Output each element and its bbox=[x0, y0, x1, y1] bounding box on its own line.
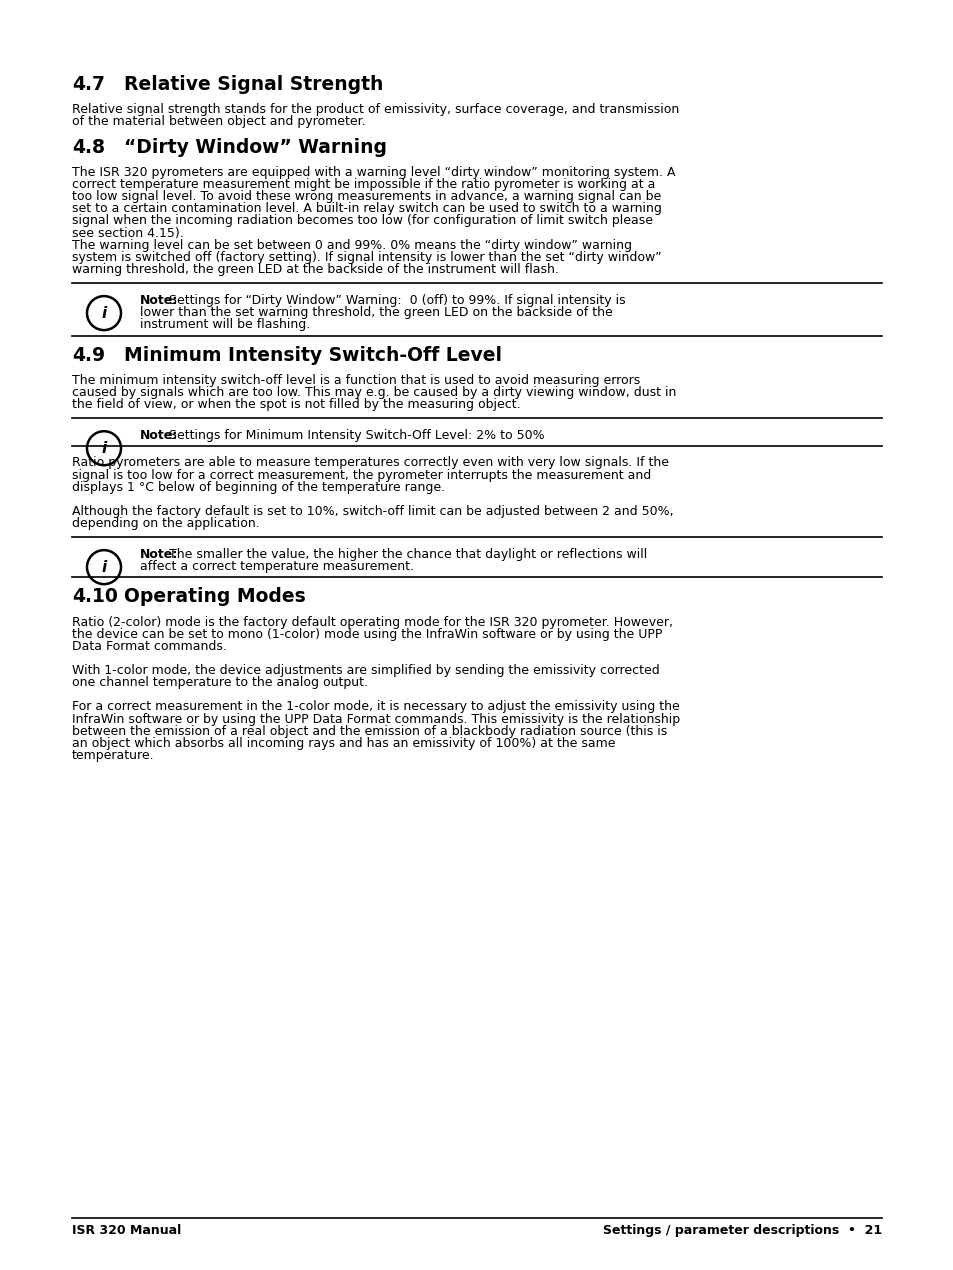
Text: temperature.: temperature. bbox=[71, 749, 154, 762]
Text: Note:: Note: bbox=[140, 295, 178, 307]
Text: caused by signals which are too low. This may e.g. be caused by a dirty viewing : caused by signals which are too low. Thi… bbox=[71, 386, 676, 399]
Text: i: i bbox=[101, 306, 107, 320]
Text: signal when the incoming radiation becomes too low (for configuration of limit s: signal when the incoming radiation becom… bbox=[71, 215, 652, 227]
Text: an object which absorbs all incoming rays and has an emissivity of 100%) at the : an object which absorbs all incoming ray… bbox=[71, 737, 615, 749]
Text: i: i bbox=[101, 441, 107, 456]
Text: Relative Signal Strength: Relative Signal Strength bbox=[124, 75, 383, 94]
Text: instrument will be flashing.: instrument will be flashing. bbox=[140, 319, 310, 331]
Text: Operating Modes: Operating Modes bbox=[124, 588, 305, 606]
Text: Ratio pyrometers are able to measure temperatures correctly even with very low s: Ratio pyrometers are able to measure tem… bbox=[71, 456, 668, 470]
Text: 4.8: 4.8 bbox=[71, 137, 105, 156]
Text: warning threshold, the green LED at the backside of the instrument will flash.: warning threshold, the green LED at the … bbox=[71, 263, 558, 276]
Text: Settings for Minimum Intensity Switch-Off Level: 2% to 50%: Settings for Minimum Intensity Switch-Of… bbox=[165, 429, 544, 442]
Text: The warning level can be set between 0 and 99%. 0% means the “dirty window” warn: The warning level can be set between 0 a… bbox=[71, 239, 631, 251]
Text: between the emission of a real object and the emission of a blackbody radiation : between the emission of a real object an… bbox=[71, 725, 666, 738]
Text: The ISR 320 pyrometers are equipped with a warning level “dirty window” monitori: The ISR 320 pyrometers are equipped with… bbox=[71, 166, 675, 179]
Text: depending on the application.: depending on the application. bbox=[71, 517, 259, 530]
Text: Data Format commands.: Data Format commands. bbox=[71, 640, 227, 653]
Text: With 1-color mode, the device adjustments are simplified by sending the emissivi: With 1-color mode, the device adjustment… bbox=[71, 664, 659, 677]
Text: For a correct measurement in the 1-color mode, it is necessary to adjust the emi: For a correct measurement in the 1-color… bbox=[71, 700, 679, 714]
Text: Minimum Intensity Switch-Off Level: Minimum Intensity Switch-Off Level bbox=[124, 345, 501, 364]
Text: The minimum intensity switch-off level is a function that is used to avoid measu: The minimum intensity switch-off level i… bbox=[71, 373, 639, 387]
Text: Ratio (2-color) mode is the factory default operating mode for the ISR 320 pyrom: Ratio (2-color) mode is the factory defa… bbox=[71, 616, 672, 629]
Text: lower than the set warning threshold, the green LED on the backside of the: lower than the set warning threshold, th… bbox=[140, 306, 612, 319]
Text: displays 1 °C below of beginning of the temperature range.: displays 1 °C below of beginning of the … bbox=[71, 480, 445, 494]
Text: correct temperature measurement might be impossible if the ratio pyrometer is wo: correct temperature measurement might be… bbox=[71, 178, 655, 190]
Text: Settings for “Dirty Window” Warning:  0 (off) to 99%. If signal intensity is: Settings for “Dirty Window” Warning: 0 (… bbox=[165, 295, 625, 307]
Text: signal is too low for a correct measurement, the pyrometer interrupts the measur: signal is too low for a correct measurem… bbox=[71, 469, 651, 481]
Text: 4.10: 4.10 bbox=[71, 588, 118, 606]
Text: of the material between object and pyrometer.: of the material between object and pyrom… bbox=[71, 116, 365, 128]
Text: Although the factory default is set to 10%, switch-off limit can be adjusted bet: Although the factory default is set to 1… bbox=[71, 504, 673, 518]
Text: the device can be set to mono (1-color) mode using the InfraWin software or by u: the device can be set to mono (1-color) … bbox=[71, 627, 661, 641]
Text: The smaller the value, the higher the chance that daylight or reflections will: The smaller the value, the higher the ch… bbox=[165, 549, 647, 561]
Text: the field of view, or when the spot is not filled by the measuring object.: the field of view, or when the spot is n… bbox=[71, 398, 520, 411]
Text: InfraWin software or by using the UPP Data Format commands. This emissivity is t: InfraWin software or by using the UPP Da… bbox=[71, 712, 679, 725]
Text: too low signal level. To avoid these wrong measurements in advance, a warning si: too low signal level. To avoid these wro… bbox=[71, 190, 660, 203]
Text: Relative signal strength stands for the product of emissivity, surface coverage,: Relative signal strength stands for the … bbox=[71, 103, 679, 117]
Text: “Dirty Window” Warning: “Dirty Window” Warning bbox=[124, 137, 387, 156]
Text: Note:: Note: bbox=[140, 429, 178, 442]
Text: one channel temperature to the analog output.: one channel temperature to the analog ou… bbox=[71, 676, 368, 690]
Text: 4.7: 4.7 bbox=[71, 75, 105, 94]
Text: see section 4.15).: see section 4.15). bbox=[71, 226, 184, 240]
Text: affect a correct temperature measurement.: affect a correct temperature measurement… bbox=[140, 560, 414, 573]
Text: ISR 320 Manual: ISR 320 Manual bbox=[71, 1224, 181, 1237]
Text: 4.9: 4.9 bbox=[71, 345, 105, 364]
Text: set to a certain contamination level. A built-in relay switch can be used to swi: set to a certain contamination level. A … bbox=[71, 202, 661, 215]
Text: system is switched off (factory setting). If signal intensity is lower than the : system is switched off (factory setting)… bbox=[71, 250, 661, 264]
Text: Settings / parameter descriptions  •  21: Settings / parameter descriptions • 21 bbox=[602, 1224, 882, 1237]
Text: i: i bbox=[101, 560, 107, 574]
Text: Note:: Note: bbox=[140, 549, 178, 561]
